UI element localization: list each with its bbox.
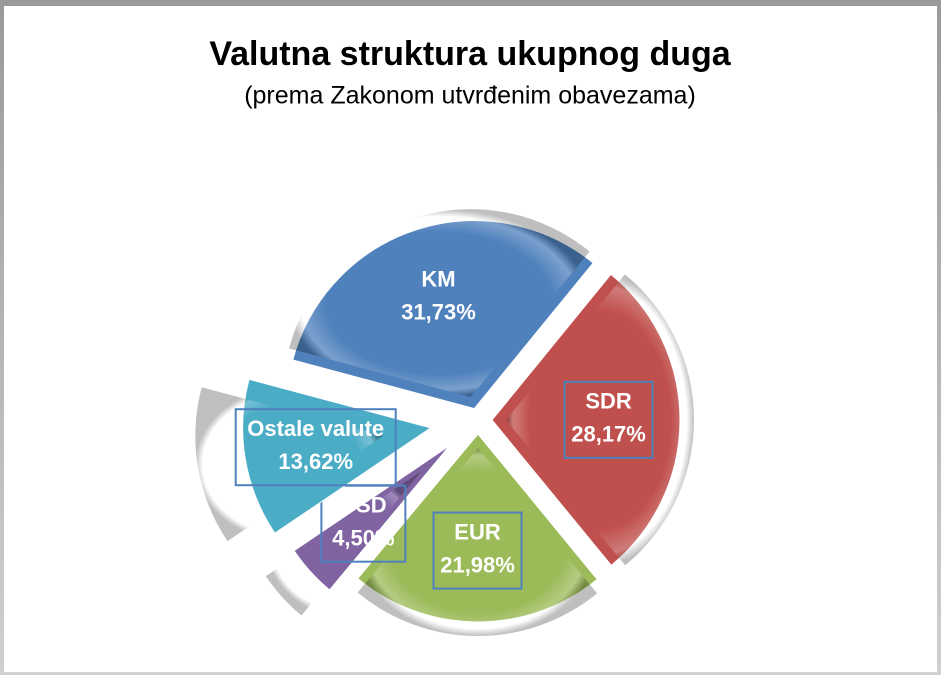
- slice-label: USD: [340, 492, 386, 517]
- slice-label: Ostale valute: [247, 416, 384, 441]
- slice-value-label: 13,62%: [278, 449, 353, 474]
- chart-title: Valutna struktura ukupnog duga: [209, 35, 731, 73]
- label-box: [392, 258, 485, 337]
- slice-value-label: 28,17%: [571, 422, 646, 447]
- label-box: [563, 380, 654, 459]
- slice-value-label: 21,98%: [440, 552, 515, 577]
- chart-subtitle: (prema Zakonom utvrđenim obavezama): [244, 82, 696, 110]
- slice-label: SDR: [585, 389, 632, 414]
- slice-label: KM: [421, 266, 455, 291]
- slice-value-label: 4,50%: [332, 525, 394, 550]
- slice-value-label: 31,73%: [401, 299, 476, 324]
- label-box: [234, 408, 397, 487]
- label-box: [432, 511, 523, 590]
- slice-label: EUR: [454, 519, 501, 544]
